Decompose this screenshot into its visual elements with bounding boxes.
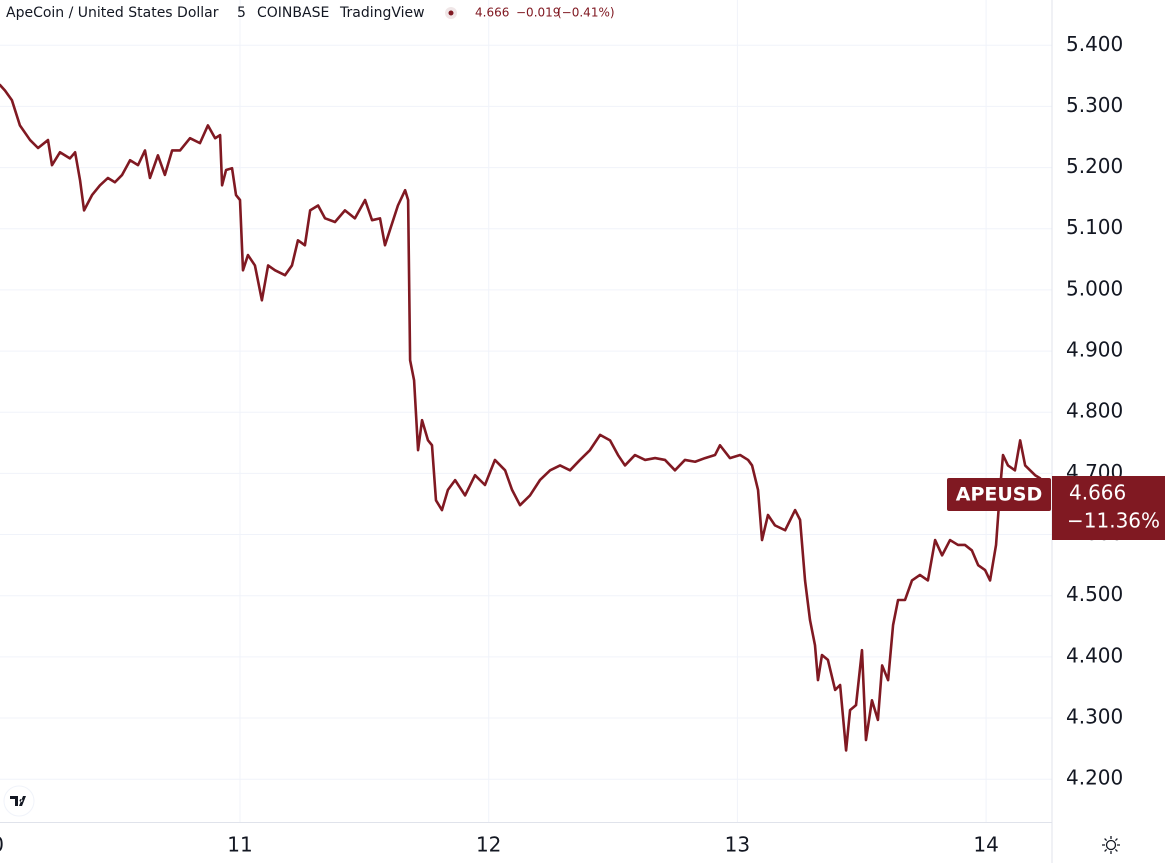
y-tick-label: 5.300 (1066, 93, 1123, 117)
source: TradingView (339, 5, 425, 21)
x-tick-label: 11 (227, 833, 252, 857)
x-tick-label: 13 (725, 833, 750, 857)
symbol: ApeCoin / United States Dollar (6, 5, 219, 21)
interval: 5 (237, 5, 246, 21)
x-tick-label: 12 (476, 833, 501, 857)
settings-icon-rays[interactable] (1102, 836, 1120, 854)
y-tick-label: 4.400 (1066, 643, 1123, 667)
last-price-tag-change: −11.36% (1067, 509, 1160, 533)
plot-area (0, 83, 1042, 752)
change: −0.019 (516, 6, 560, 20)
tv-logo-bg (3, 785, 35, 817)
y-tick-label: 5.400 (1066, 32, 1123, 56)
time-axis: 10 11 12 13 14 (0, 833, 999, 857)
settings-icon[interactable] (1105, 839, 1117, 851)
symbol-tag-label: APEUSD (956, 484, 1043, 506)
change-percent: (−0.41%) (557, 6, 615, 20)
y-tick-label: 5.000 (1066, 276, 1123, 300)
y-tick-label: 5.100 (1066, 215, 1123, 239)
symbol-tag (947, 478, 1051, 511)
x-tick-label: 14 (973, 833, 998, 857)
y-tick-label: 5.200 (1066, 154, 1123, 178)
tv-logo (3, 785, 35, 817)
last-price: 4.666 (475, 6, 509, 20)
y-tick-label: 4.500 (1066, 582, 1123, 606)
legend-header: ApeCoin / United States Dollar 5 COINBAS… (6, 5, 615, 21)
last-price-tag-value: 4.666 (1069, 481, 1126, 505)
y-tick-label: 4.900 (1066, 338, 1123, 362)
exchange: COINBASE (257, 5, 329, 21)
y-tick-label: 4.800 (1066, 399, 1123, 423)
last-price-tag (1052, 476, 1165, 540)
y-tick-label: 4.300 (1066, 705, 1123, 729)
tv-logo-mark (10, 796, 26, 806)
status-dot (448, 10, 454, 16)
x-tick-label: 10 (0, 833, 4, 857)
price-line (0, 83, 1042, 752)
settings-button[interactable] (1102, 836, 1120, 854)
y-tick-label: 4.200 (1066, 766, 1123, 790)
price-tag: APEUSD 4.666 −11.36% (947, 476, 1165, 540)
grid (0, 0, 1052, 822)
